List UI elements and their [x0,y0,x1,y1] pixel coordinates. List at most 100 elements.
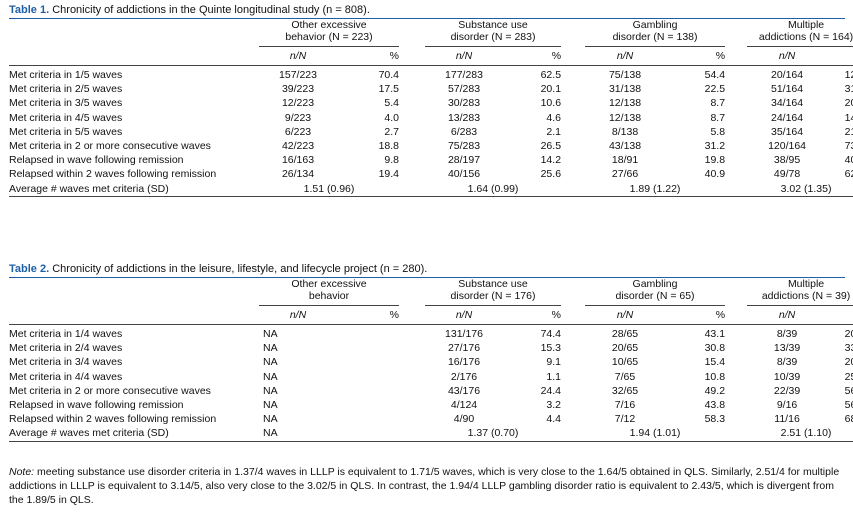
group-header-row: Other excessive behavior Substance use diso… [9,278,853,306]
group-header: Substance use disorder (N = 283) [425,19,562,47]
cell-nn: 27/176 [447,342,481,355]
cell-pct: 21.3 [844,125,853,138]
table-1-label: Table 1. [9,4,50,16]
row-label: Met criteria in 4/5 waves [9,111,123,124]
cell-nn: NA [263,399,278,412]
cell-pct: 31.1 [844,83,853,96]
group-header: Multiple addictions (N = 164) [747,19,853,47]
cell-gap [561,68,585,82]
row-label-header [9,19,259,47]
cell-nn: 49/78 [773,168,801,181]
cell-gap [725,153,747,167]
cell-nn: 51/164 [770,83,804,96]
cell-pct: 9.8 [384,154,400,167]
cell-nn: NA [263,328,278,341]
cell-gap [561,412,585,426]
cell-nn: 34/164 [770,97,804,110]
table-1-grid: Other excessive behavior (N = 223) Substan… [9,19,853,197]
group-title-line2: behavior [308,290,350,302]
cell-pct: 20.7 [844,97,853,110]
row-label: Met criteria in 3/5 waves [9,97,123,110]
cell-pct [337,327,399,341]
cell-pct: 5.8 [710,125,726,138]
subheader-blank [9,47,259,66]
table-1-title: Chronicity of addictions in the Quinte l… [52,4,370,16]
cell-gap [725,384,747,398]
subheader-pct: % [551,309,562,321]
cell-pct: 18.8 [378,140,400,153]
cell-nn: 6/283 [450,125,478,138]
group-title-line2: disorder (N = 65) [615,290,695,302]
cell-nn: 8/138 [611,125,639,138]
header-rule-row [9,65,853,68]
row-label: Met criteria in 4/4 waves [9,370,123,383]
cell-gap [399,125,425,139]
cell-pct: 73.2 [844,140,853,153]
cell-nn: NA [263,356,278,369]
group-header: Gambling disorder (N = 65) [585,278,726,306]
group-title-line2: disorder (N = 176) [450,290,536,302]
cell-pct [337,412,399,426]
group-title-line1: Gambling [632,278,678,290]
cell-gap [561,181,586,197]
cell-pct: 4.6 [546,111,562,124]
group-header: Gambling disorder (N = 138) [585,19,726,47]
cell-nn: NA [263,342,278,355]
cell-nn: 9/16 [776,399,798,412]
cell-pct: 1.1 [546,370,562,383]
cell-nn: 16/163 [281,154,315,167]
note-label: Note: [9,466,35,478]
cell-pct: 19.4 [378,168,400,181]
cell-pct [337,398,399,412]
row-label-header [9,278,259,306]
cell-pct: 31.2 [704,140,726,153]
cell-gap [399,398,425,412]
cell-nn: 24/164 [770,111,804,124]
average-value: NA [259,426,399,442]
group-title-line2: addictions (N = 164) [758,31,853,43]
cell-gap [725,167,747,181]
cell-pct: 8.7 [710,111,726,124]
group-title-line2: behavior (N = 223) [285,31,373,43]
cell-nn: 6/223 [284,125,312,138]
cell-nn: 157/223 [279,69,317,82]
cell-pct: 4.0 [384,111,400,124]
table-row: Relapsed in wave following remission NA 4/… [9,398,853,412]
cell-gap [561,426,586,442]
group-title-line2: addictions (N = 39) [761,290,851,302]
average-value: 1.89 (1.22) [585,181,726,197]
cell-gap [399,82,425,96]
row-label: Met criteria in 1/5 waves [9,69,123,82]
average-value: 2.51 (1.10) [747,426,853,442]
header-rule [9,324,853,327]
cell-pct: 20.5 [844,328,853,341]
table-row: Met criteria in 5/5 waves 6/223 2.7 6/283 2.… [9,125,853,139]
cell-pct: 43.1 [704,328,726,341]
subheader-nn: n/N [289,50,307,62]
table-1-top-rule [9,18,845,19]
row-label: Met criteria in 2/5 waves [9,83,123,96]
table-2-caption: Table 2. Chronicity of addictions in the… [9,262,845,277]
cell-gap [725,327,747,341]
average-value: 1.51 (0.96) [259,181,400,197]
table-row: Met criteria in 1/4 waves NA 131/176 74.4 28… [9,327,853,341]
cell-pct: 15.4 [704,356,726,369]
row-label: Relapsed in wave following remission [9,399,184,412]
cell-pct: 17.5 [378,83,400,96]
header-rule-row [9,324,853,327]
table-row: Relapsed in wave following remission 16/1… [9,153,853,167]
cell-gap [725,341,747,355]
cell-gap [725,426,748,442]
row-label: Relapsed in wave following remission [9,154,184,167]
cell-nn: 26/134 [281,168,315,181]
cell-nn: 30/283 [447,97,481,110]
cell-nn: 43/138 [608,140,642,153]
table-2-label: Table 2. [9,263,50,275]
cell-nn: 43/176 [447,384,481,397]
cell-pct: 10.8 [704,370,726,383]
cell-pct: 30.8 [704,342,726,355]
subheader-pct: % [389,50,400,62]
group-title-line1: Substance use [458,278,528,290]
group-header-row: Other excessive behavior (N = 223) Substan… [9,19,853,47]
cell-nn: 42/223 [281,140,315,153]
